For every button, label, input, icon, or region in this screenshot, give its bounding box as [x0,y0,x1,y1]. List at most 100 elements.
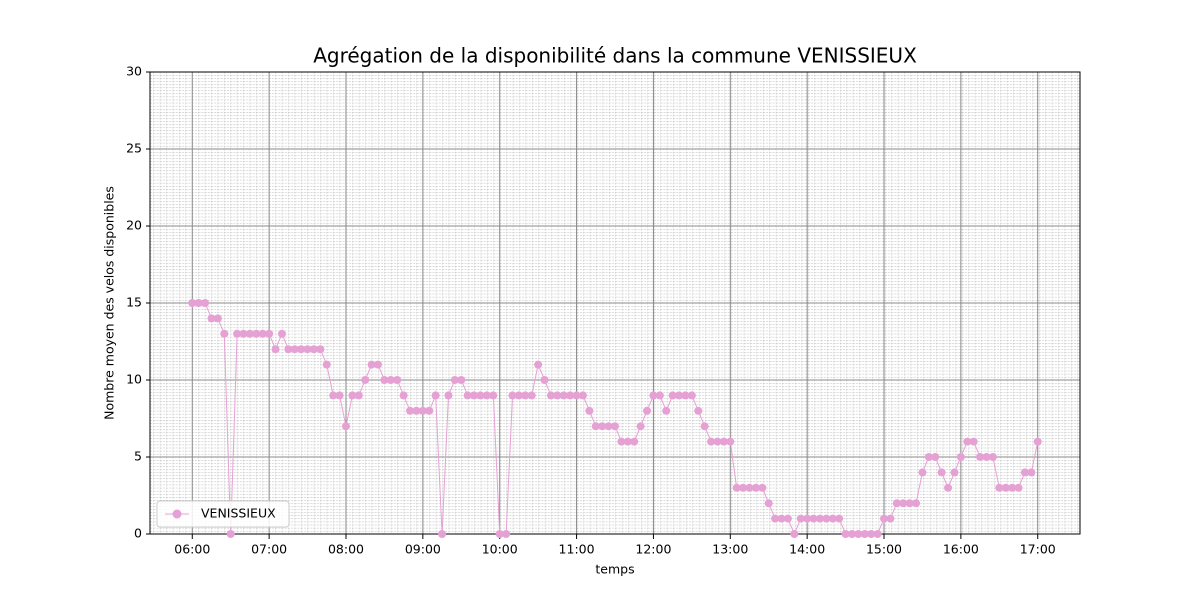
data-point [450,376,459,384]
data-point [559,391,568,400]
plot-area: 0 5 10 15 20 25 30 06:00 07:00 08:00 09:00 10:00 11:… [126,64,1081,557]
data-point [956,453,965,461]
data-point [822,514,831,523]
data-point [655,391,664,400]
data-point [341,422,350,431]
data-point [694,406,703,415]
legend-box [156,500,290,528]
data-point [572,391,581,400]
data-point [841,530,850,538]
data-point [924,453,933,461]
data-point [751,483,760,492]
data-point [354,391,363,400]
y-tick-label: 25 [126,141,142,156]
x-tick-label: 09:00 [405,542,441,557]
data-point [636,422,645,431]
data-point [1033,437,1042,446]
data-point [886,514,895,523]
data-point [239,329,248,338]
data-point [546,391,555,400]
data-point [508,391,517,400]
data-point [976,453,985,461]
data-point [393,376,402,384]
data-point [783,514,792,523]
data-point [194,299,203,307]
x-tick-label: 17:00 [1020,542,1056,557]
data-point [213,314,222,323]
data-point [476,391,485,400]
data-point [457,376,466,384]
data-point [418,406,427,415]
y-tick-label: 15 [126,295,142,310]
data-point [591,422,600,431]
data-point [470,391,479,400]
y-tick-label: 0 [134,526,142,541]
data-point [790,530,799,538]
data-point [880,514,889,523]
data-point [617,437,626,446]
data-point [361,376,370,384]
data-point [201,299,210,307]
data-point [835,514,844,523]
data-point [335,391,344,400]
data-point [412,406,421,415]
data-point [668,391,677,400]
y-tick-label: 20 [126,218,142,233]
data-point [348,391,357,400]
data-point [207,314,216,323]
data-point [854,530,863,538]
data-point [329,391,338,400]
data-point [739,483,748,492]
axes-frame [149,71,1081,535]
data-point [438,530,447,538]
y-axis-label: Nombre moyen des velos disponibles [102,186,117,420]
data-point [265,329,274,338]
data-point [495,530,504,538]
data-point [860,530,869,538]
data-point [771,514,780,523]
data-point [188,299,197,307]
data-point [425,406,434,415]
data-point [309,345,318,354]
data-point [796,514,805,523]
x-axis-label: temps [595,562,634,577]
data-point [374,360,383,369]
data-point [847,530,856,538]
data-point [873,530,882,538]
legend-label: VENISSIEUX [201,506,276,521]
data-point [303,345,312,354]
data-point [809,514,818,523]
data-point [918,468,927,477]
data-point [502,530,511,538]
x-tick-label: 15:00 [866,542,902,557]
data-point [540,376,549,384]
data-point [277,329,286,338]
x-tick-label: 12:00 [635,542,671,557]
data-point [463,391,472,400]
data-point [828,514,837,523]
data-point [937,468,946,477]
data-point [297,345,306,354]
data-point [681,391,690,400]
data-point [233,329,242,338]
data-point [1027,468,1036,477]
data-point [630,437,639,446]
data-point [252,329,261,338]
data-point [892,499,901,508]
data-point [604,422,613,431]
data-point [399,391,408,400]
data-point [514,391,523,400]
data-point [1014,483,1023,492]
data-point [534,360,543,369]
data-point [995,483,1004,492]
legend-marker [172,509,182,519]
x-tick-label: 07:00 [251,542,287,557]
data-point [745,483,754,492]
data-point [982,453,991,461]
data-point [764,499,773,508]
data-point [316,345,325,354]
data-point [707,437,716,446]
data-point [521,391,530,400]
data-point [719,437,728,446]
data-point [687,391,696,400]
